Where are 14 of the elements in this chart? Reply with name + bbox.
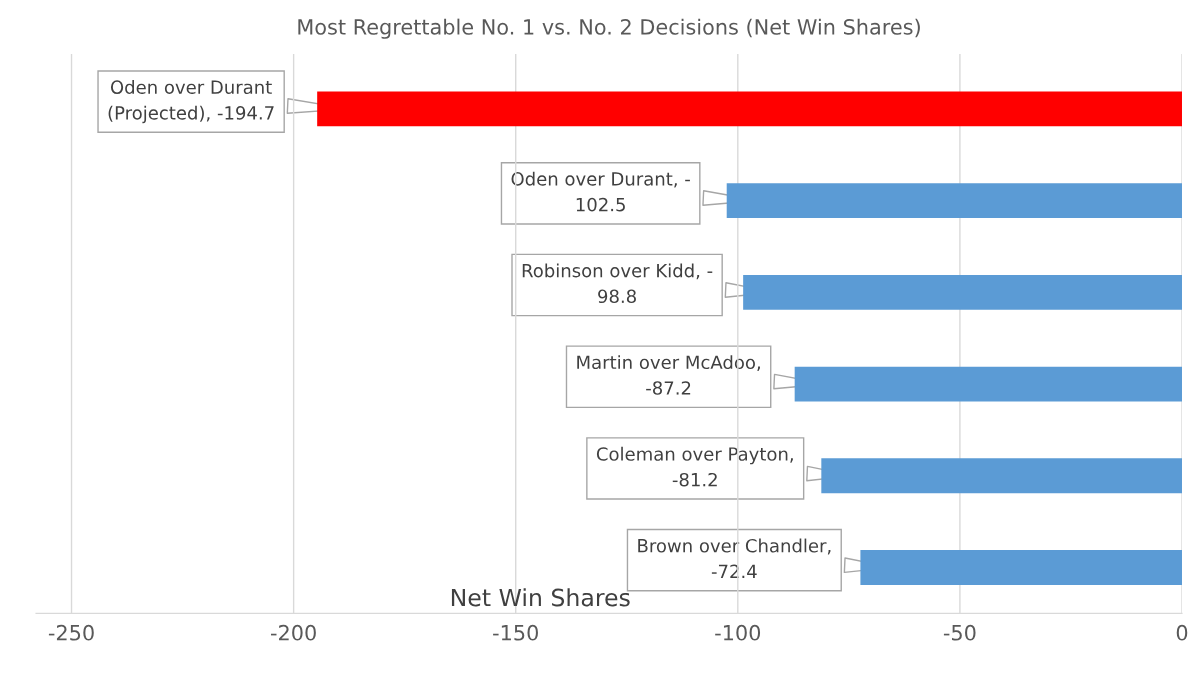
x-tick-label: -100 [715, 624, 761, 641]
data-label: Robinson over Kidd, - 98.8 [522, 263, 713, 304]
x-tick-label: 0 [1176, 624, 1188, 641]
x-tick-label: -200 [271, 624, 316, 641]
data-label: Brown over Chandler, -72.4 [638, 538, 831, 578]
data-label: Coleman over Payton, -81.2 [596, 446, 793, 487]
data-label: Martin over McAdoo, -87.2 [577, 355, 760, 395]
x-tick-label: -250 [48, 624, 94, 641]
x-tick-label: -150 [493, 624, 538, 641]
data-label: Oden over Durant (Projected), -194.7 [108, 80, 274, 124]
chart-title: Most Regrettable No. 1 vs. No. 2 Decisions (Net Win Shares) [298, 18, 920, 39]
x-tick-label: -50 [943, 624, 976, 641]
x-axis-title: Net Win Shares [451, 588, 630, 607]
data-label: Oden over Durant, - 102.5 [511, 171, 690, 212]
